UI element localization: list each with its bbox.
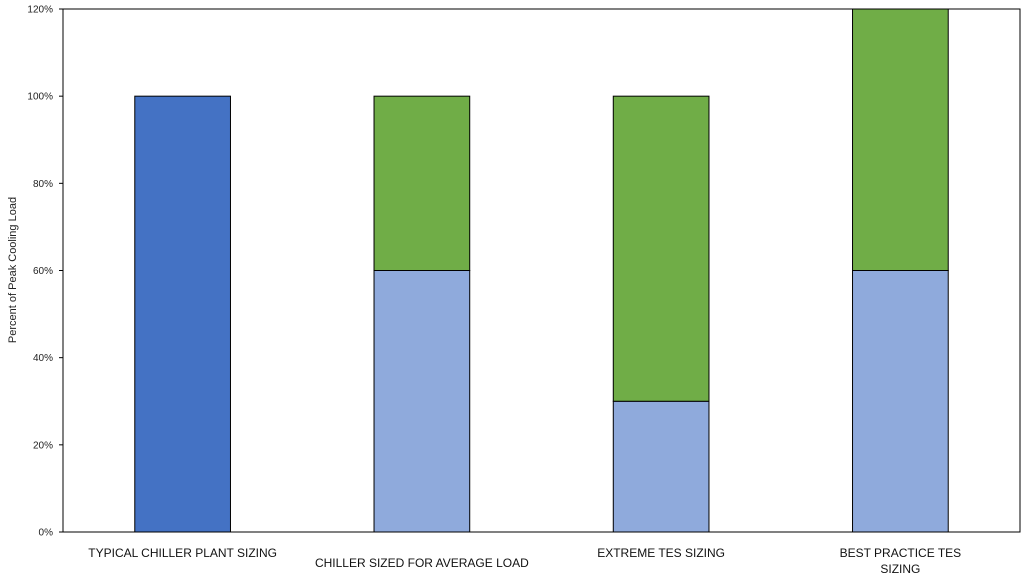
bar-segment bbox=[612, 400, 710, 533]
y-tick-label: 40% bbox=[33, 353, 53, 364]
bar-segment bbox=[373, 270, 471, 533]
y-tick-label: 100% bbox=[27, 92, 53, 103]
x-tick-label: BEST PRACTICE TES SIZING bbox=[840, 546, 962, 576]
bar-segment bbox=[134, 95, 231, 533]
x-axis: TYPICAL CHILLER PLANT SIZING CHILLER SIZE… bbox=[88, 546, 961, 576]
y-axis: 0% 20% 40% 60% 80% 100% 120% bbox=[27, 5, 63, 539]
y-tick-label: 120% bbox=[27, 5, 53, 16]
x-tick-label: TYPICAL CHILLER PLANT SIZING bbox=[88, 546, 277, 560]
y-axis-title: Percent of Peak Cooling Load bbox=[7, 197, 19, 343]
bar-segment bbox=[852, 8, 949, 271]
bar-segment bbox=[852, 270, 949, 533]
y-tick-label: 20% bbox=[33, 440, 53, 451]
x-tick-label: CHILLER SIZED FOR AVERAGE LOAD bbox=[315, 556, 529, 570]
y-tick-label: 60% bbox=[33, 266, 53, 277]
y-tick-label: 80% bbox=[33, 179, 53, 190]
bar-segment bbox=[373, 95, 471, 271]
x-tick-label: EXTREME TES SIZING bbox=[597, 546, 725, 560]
bar-segment bbox=[612, 95, 710, 402]
y-tick-label: 0% bbox=[39, 528, 54, 539]
bars bbox=[134, 8, 949, 533]
